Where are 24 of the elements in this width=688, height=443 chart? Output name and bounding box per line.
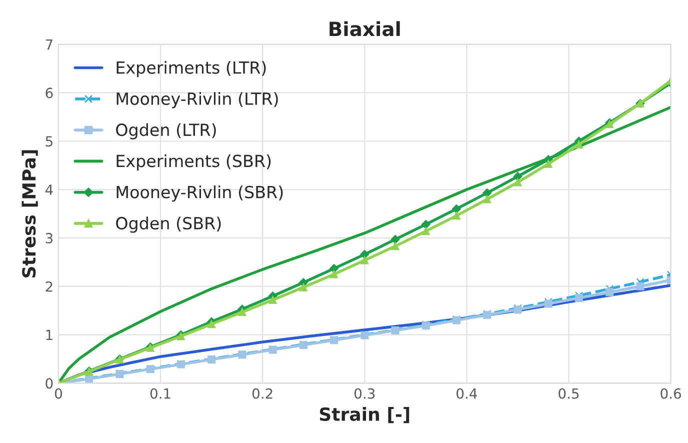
y-tick-label: 4 xyxy=(45,184,53,195)
y-tick-label: 2 xyxy=(46,281,52,292)
x-tick-label: 0.5 xyxy=(558,388,579,399)
y-tick-label: 0 xyxy=(46,378,53,389)
x-axis-title: Strain [-] xyxy=(320,407,410,424)
y-tick-label: 6 xyxy=(46,88,53,98)
chart-title: Biaxial xyxy=(330,21,400,36)
x-tick-label: 0.3 xyxy=(354,388,375,399)
x-tick-label: 0 xyxy=(54,388,62,399)
x-tick-label: 0.1 xyxy=(150,388,170,399)
legend-label: Ogden (LTR) xyxy=(116,123,216,140)
y-axis-title: Stress [MPa] xyxy=(22,150,38,278)
x-tick-label: 0.4 xyxy=(456,388,477,399)
y-tick-label: 7 xyxy=(46,39,52,50)
legend-label: Experiments (LTR) xyxy=(116,60,266,78)
legend-label: Mooney-Rivlin (SBR) xyxy=(116,185,283,202)
y-tick-label: 1 xyxy=(46,330,52,340)
x-tick-label: 0.6 xyxy=(660,388,681,399)
x-tick-label: 0.2 xyxy=(252,388,272,399)
y-tick-label: 5 xyxy=(46,136,52,147)
legend-label: Mooney-Rivlin (LTR) xyxy=(116,92,278,108)
legend-label: Ogden (SBR) xyxy=(116,216,221,233)
legend-label: Experiments (SBR) xyxy=(116,154,271,170)
y-tick-label: 3 xyxy=(46,232,53,244)
